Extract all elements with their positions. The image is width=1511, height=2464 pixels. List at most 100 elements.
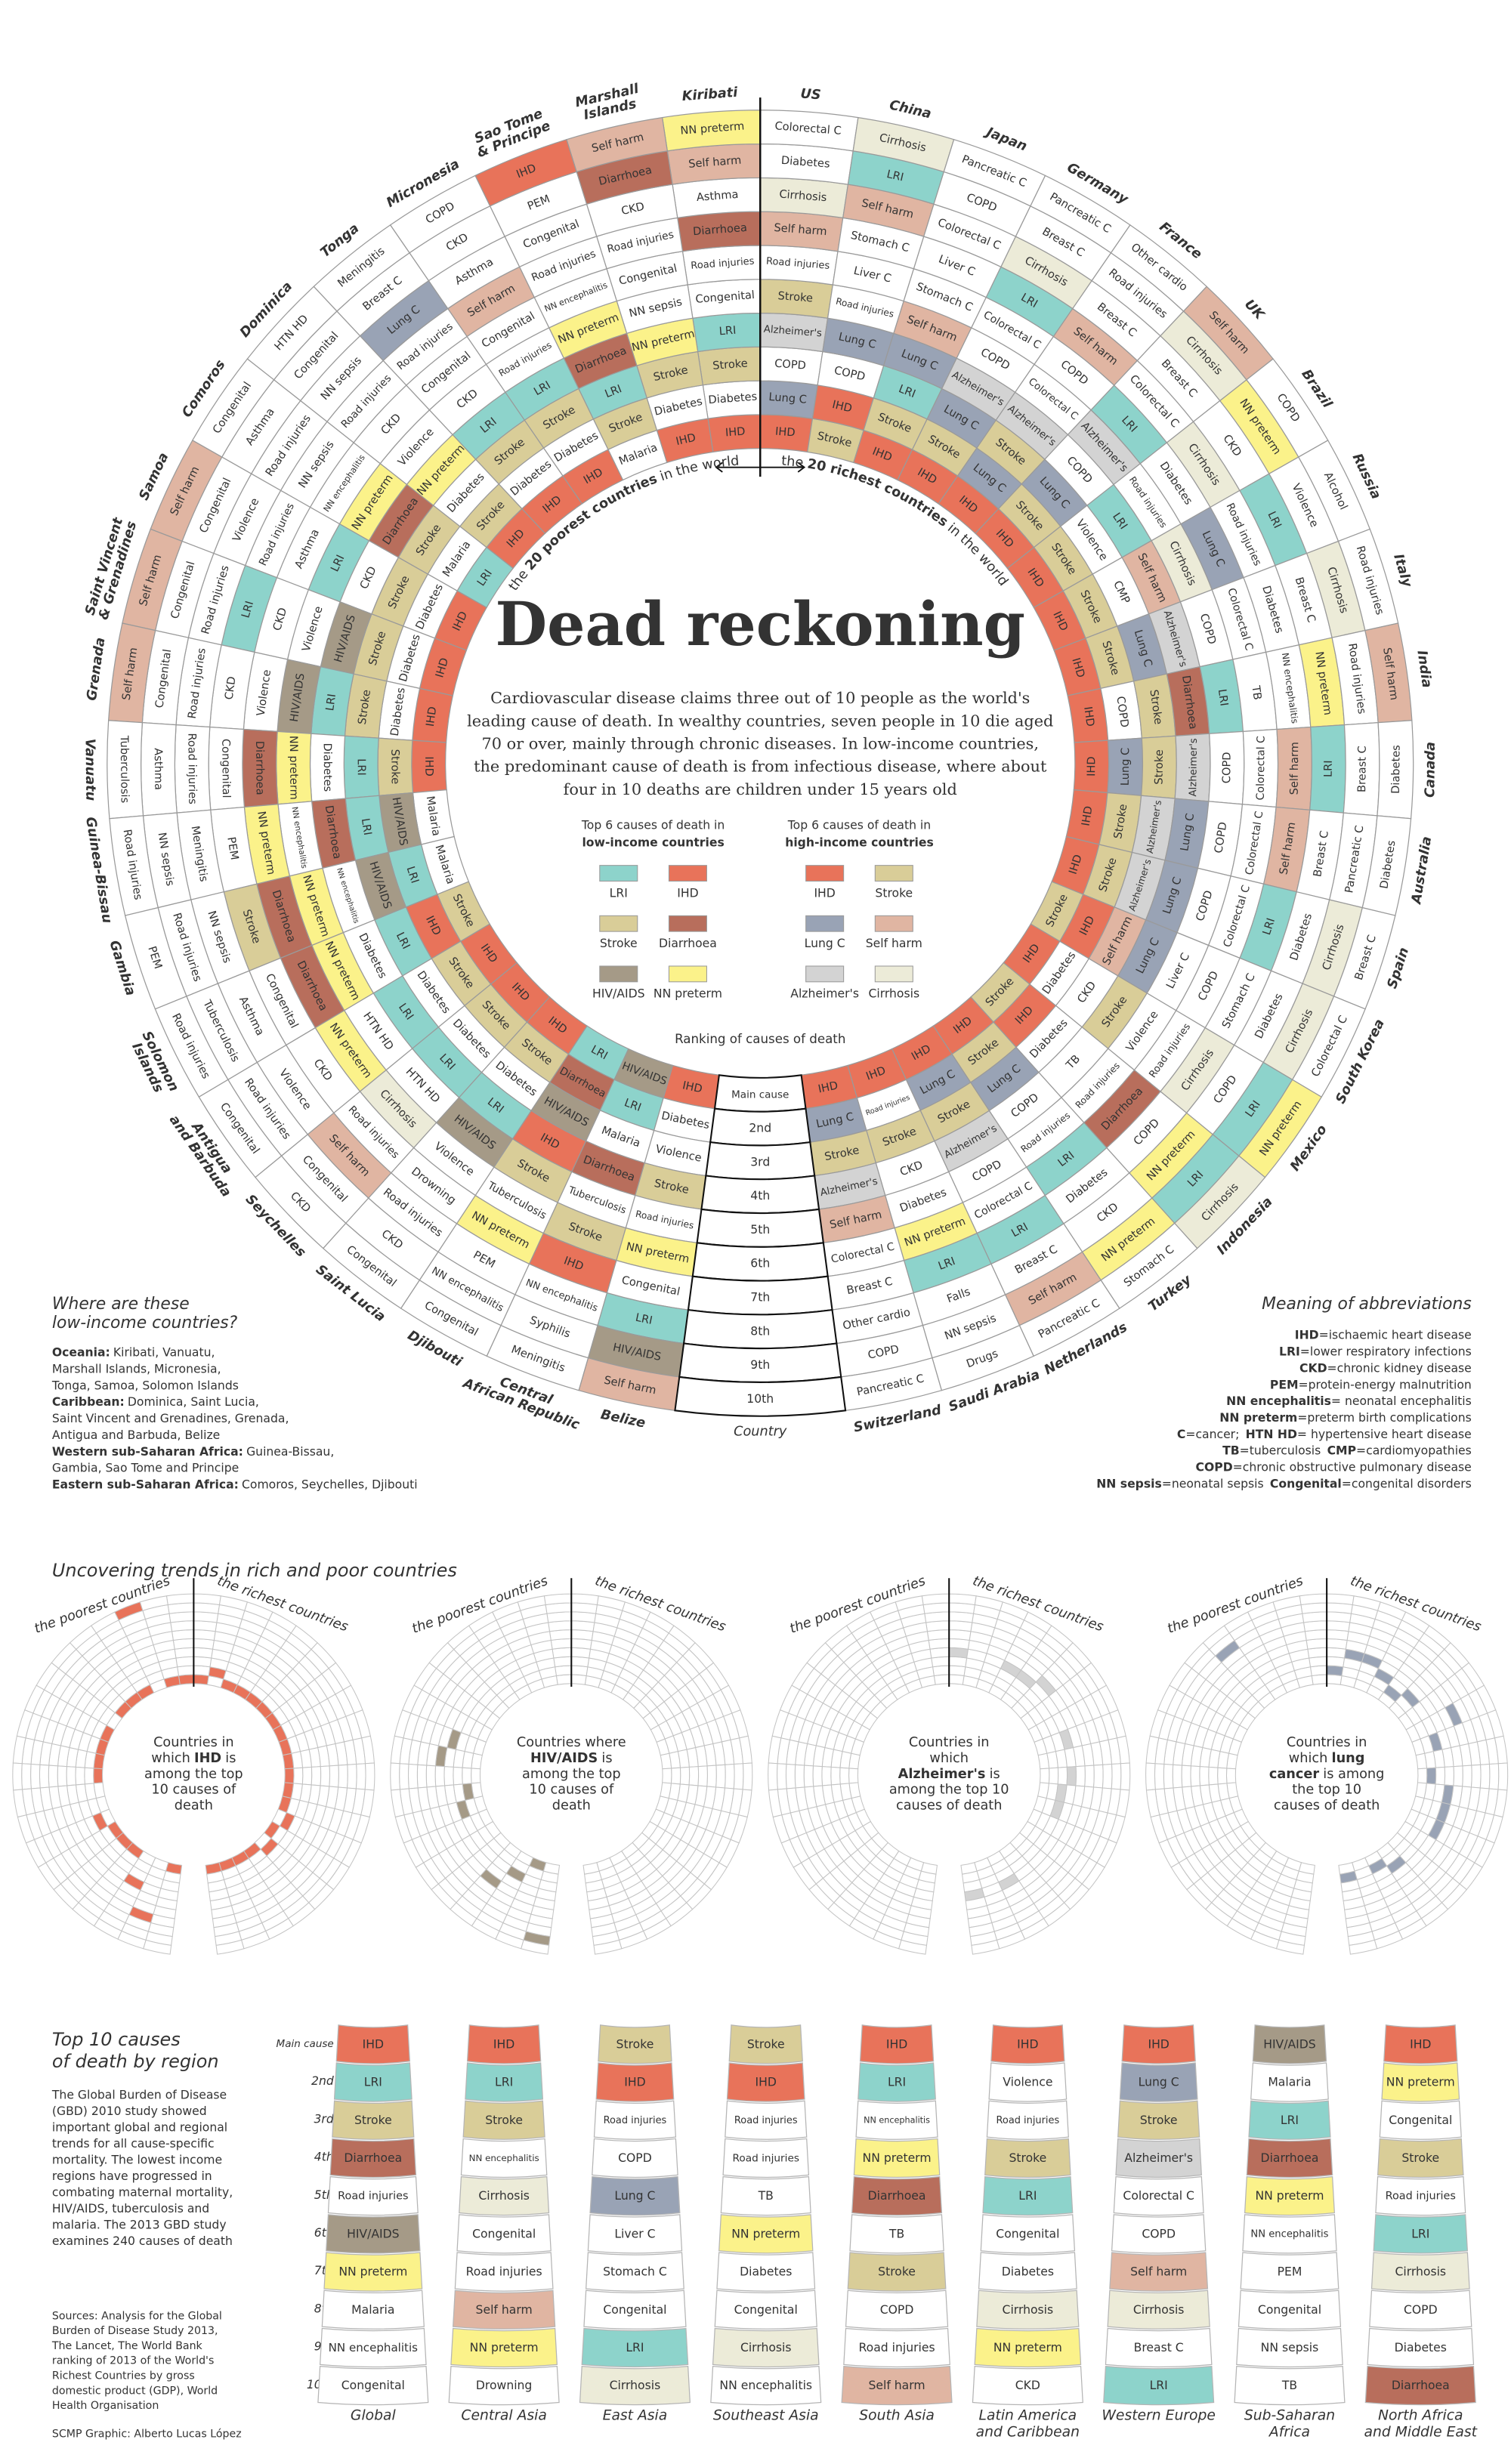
region-name: and Middle East	[1364, 2425, 1478, 2441]
cell-label: LRI	[718, 324, 737, 338]
region-cell-label: IHD	[624, 2076, 645, 2089]
abbr-meaning: =chronic kidney disease	[1327, 1361, 1472, 1375]
trend-cell	[165, 1593, 194, 1606]
region-name: Africa	[1268, 2425, 1310, 2441]
trend-cell	[117, 1930, 147, 1950]
trend-caption: which lung	[1289, 1751, 1365, 1766]
region-cell-label: NN preterm	[338, 2265, 407, 2279]
region-cell-label: Diarrhoea	[1261, 2151, 1319, 2165]
where-text: Tonga, Samoa, Solomon Islands	[51, 1379, 239, 1392]
wheel-cell	[313, 224, 410, 312]
trend-cell	[1309, 1656, 1327, 1668]
region-cell-label: Congenital	[1389, 2114, 1452, 2127]
arc-label-part: the	[780, 453, 804, 471]
trend-cell	[715, 1764, 726, 1789]
trend-cell	[821, 1766, 832, 1786]
region-name: Global	[351, 2408, 397, 2424]
legend-swatch	[805, 965, 845, 983]
region-cell-label: TB	[888, 2227, 904, 2240]
legend-swatch	[599, 915, 638, 932]
wheel-cell	[566, 116, 669, 173]
legend-swatch	[668, 965, 707, 983]
wheel-cell	[246, 286, 338, 381]
trend-cell	[552, 1647, 572, 1659]
legend-swatch	[874, 965, 913, 983]
trend-cell	[443, 1766, 454, 1786]
region-cell-label: Cirrhosis	[478, 2189, 530, 2203]
region-cell-label: Congenital	[996, 2227, 1059, 2240]
region-cell-label: Cirrhosis	[1003, 2303, 1054, 2317]
regions-title: of death by region	[52, 2051, 219, 2072]
sources-text: Health Organisation	[52, 2400, 159, 2412]
region-cell-label: NN encephalitis	[329, 2341, 418, 2354]
trend-cell	[948, 1674, 965, 1685]
cell-label: Colorectal C	[774, 119, 842, 137]
trend-cell	[66, 1766, 77, 1786]
trend-cell	[839, 1767, 850, 1785]
trend-cell	[697, 1765, 708, 1787]
region-rank-label: 3rd	[314, 2112, 333, 2126]
legend-label: IHD	[814, 886, 835, 900]
country-label: Gambia	[106, 939, 138, 998]
region-cell-label: HIV/AIDS	[347, 2227, 400, 2240]
wheel-cell	[107, 622, 156, 724]
trend-cell	[462, 1767, 472, 1785]
abbr-title: Meaning of abbreviations	[1262, 1295, 1472, 1314]
trend-caption: death	[552, 1798, 591, 1813]
region-cell-label: Stroke	[616, 2037, 654, 2051]
cell-label: Alzheimer's	[763, 324, 822, 340]
trend-cell	[72, 1902, 100, 1927]
cell-label: Diabetes	[321, 743, 335, 792]
trend-cell	[1307, 1647, 1327, 1659]
caption-part: HIV/AIDS	[530, 1751, 598, 1766]
abbr-term: IHD	[1295, 1329, 1319, 1342]
trend-cell	[399, 1763, 409, 1790]
cell-label: LRI	[404, 865, 422, 885]
trend-cell	[1488, 1763, 1500, 1790]
where-group: Eastern sub-Saharan Africa:	[52, 1478, 239, 1492]
trend-panel: the poorest countries the richest countri…	[12, 1573, 375, 1955]
cell-label: NN preterm	[287, 736, 301, 800]
legend-title: Top 6 causes of death in	[581, 819, 725, 832]
region-cell-label: LRI	[495, 2076, 513, 2089]
trend-caption: Countries where	[517, 1735, 626, 1750]
trend-caption: HIV/AIDS is	[530, 1751, 613, 1766]
trend-cell	[311, 1766, 322, 1786]
trend-caption: death	[175, 1798, 213, 1813]
trend-cell	[355, 1763, 366, 1790]
trend-cell	[24, 1684, 45, 1714]
region-cell-label: Liver C	[614, 2227, 655, 2240]
caption-part: IHD	[194, 1751, 221, 1766]
trend-cell	[1497, 1762, 1509, 1791]
abbr-line: IHD=ischaemic heart disease	[1295, 1329, 1472, 1342]
cell-label: NN preterm	[680, 119, 745, 137]
wheel-cell	[389, 174, 491, 254]
region-cell-label: NN encephalitis	[864, 2115, 930, 2125]
trend-cell	[555, 1665, 572, 1677]
trend-caption: the top 10	[1292, 1783, 1361, 1798]
where-text: Marshall Islands, Micronesia,	[52, 1362, 221, 1376]
trend-caption: among the top	[522, 1767, 621, 1782]
legend-title: Top 6 causes of death in	[787, 819, 931, 832]
cell-label: PEM	[224, 836, 241, 861]
region-cell-label: HIV/AIDS	[1263, 2037, 1316, 2051]
rank-cell	[674, 1376, 847, 1417]
region-cell-label: Stroke	[1140, 2114, 1178, 2127]
region-cell-label: Colorectal C	[1123, 2189, 1194, 2203]
caption-part: lung	[1332, 1751, 1365, 1766]
wheel-cell	[154, 996, 229, 1098]
trend-cell	[1435, 1766, 1446, 1786]
cell-label: Stroke	[777, 289, 814, 304]
cell-label: IHD	[424, 706, 440, 727]
cell-label: Breast C	[1355, 746, 1369, 792]
trend-cell	[570, 1647, 592, 1659]
region-cell-label: IHD	[1410, 2037, 1431, 2051]
trend-cell	[1326, 1593, 1355, 1606]
trend-cell	[1326, 1674, 1343, 1685]
region-cell-label: LRI	[626, 2341, 644, 2354]
country-label: UK	[1241, 297, 1268, 323]
trend-caption: 10 causes of	[151, 1783, 236, 1798]
region-cell-label: Road injuries	[859, 2341, 935, 2354]
rank-label: 2nd	[749, 1122, 771, 1135]
country-label: China	[888, 97, 932, 122]
